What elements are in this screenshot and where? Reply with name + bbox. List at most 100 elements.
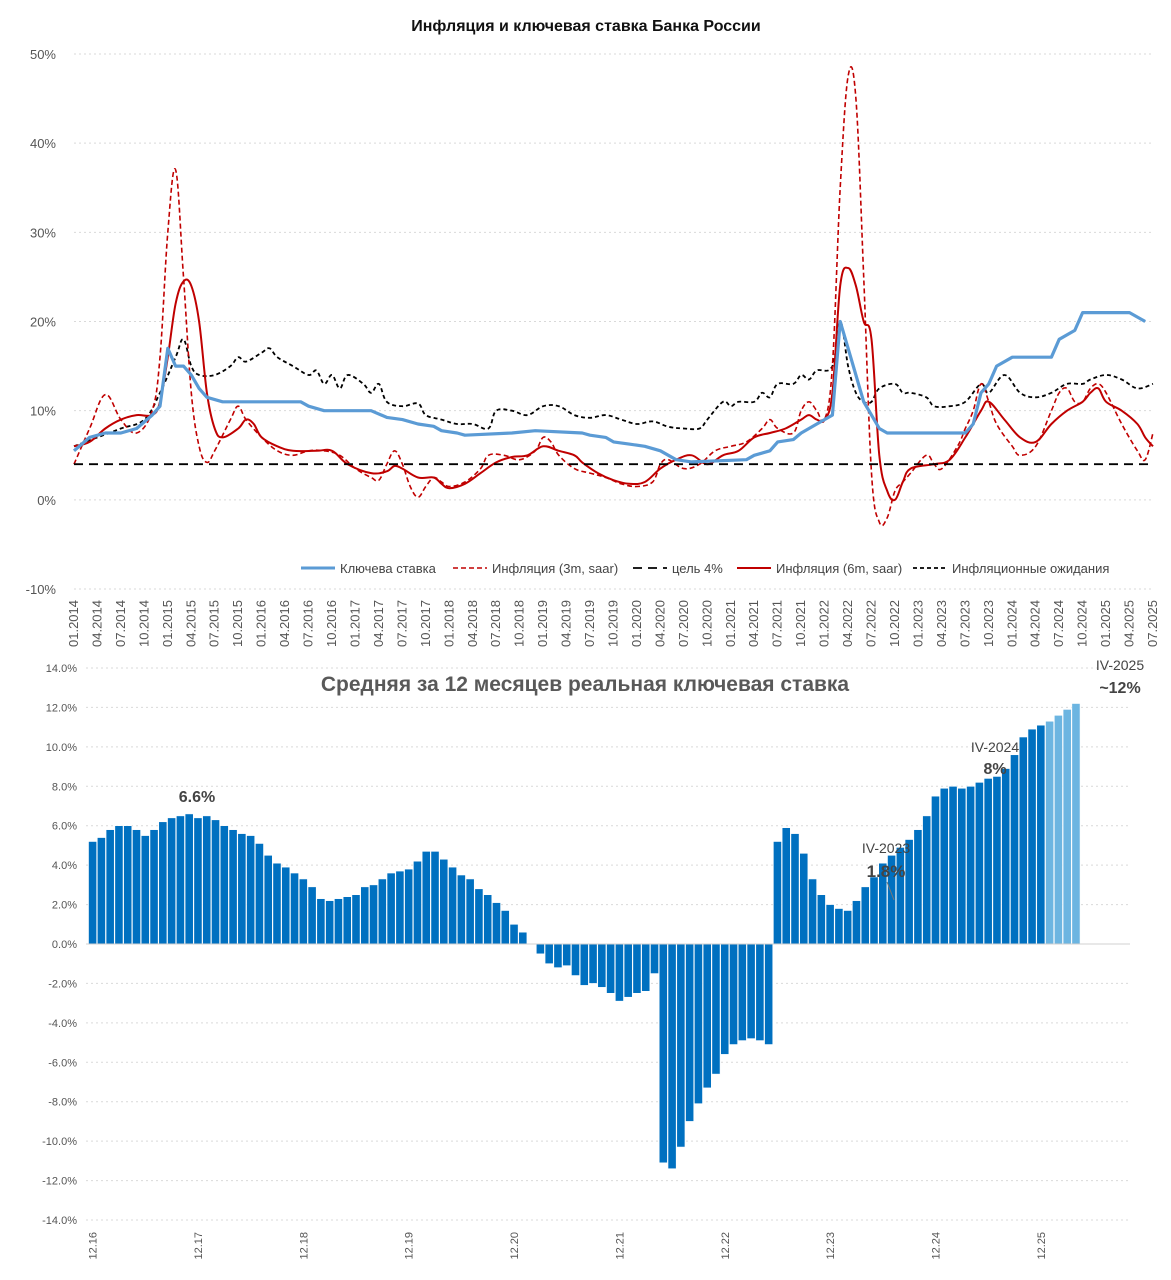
- bar: [667, 943, 677, 1170]
- bar: [948, 785, 958, 945]
- bar: [746, 943, 756, 1039]
- x-tick-label: 01.2016: [254, 600, 269, 647]
- bar: [281, 866, 291, 945]
- x-tick-label: 07.2021: [770, 600, 785, 647]
- annotation-value-2024: 8%: [983, 761, 1006, 778]
- y-tick-label: 40%: [30, 136, 56, 151]
- y-tick-label: -8.0%: [48, 1097, 77, 1109]
- bar: [773, 841, 782, 945]
- bar: [790, 833, 800, 945]
- bar: [632, 943, 642, 994]
- bar: [255, 843, 264, 945]
- bar: [913, 829, 923, 945]
- bar: [272, 862, 282, 945]
- bar: [123, 825, 133, 945]
- bar: [439, 858, 449, 945]
- x-tick-label: 01.2019: [535, 600, 550, 647]
- bar: [597, 943, 607, 988]
- x-tick-label: 01.2024: [1004, 600, 1019, 647]
- bar: [974, 782, 984, 945]
- bar: [614, 943, 624, 1002]
- x-tick-label: 01.2020: [629, 600, 644, 647]
- bar: [579, 943, 589, 986]
- series-line-0: [72, 311, 1146, 464]
- bar: [325, 900, 335, 945]
- inflation-rate-line-chart: Инфляция и ключевая ставка Банка России …: [26, 18, 1160, 647]
- x-tick-label: 10.2018: [512, 600, 527, 647]
- bar: [1045, 720, 1055, 945]
- x-tick-label: 07.2022: [864, 600, 879, 647]
- y-tick-label: -10.0%: [42, 1136, 77, 1148]
- legend-label: Инфляционные ожидания: [952, 561, 1109, 576]
- y-tick-label: 10.0%: [46, 742, 77, 754]
- bar: [957, 787, 967, 945]
- x-tick-label: 01.2017: [347, 600, 362, 647]
- bar: [167, 817, 177, 945]
- x-tick-label: 04.2018: [465, 600, 480, 647]
- bar: [334, 898, 343, 945]
- bar: [702, 943, 712, 1089]
- legend-label: цель 4%: [672, 561, 723, 576]
- x-tick-label: 12.24: [930, 1232, 942, 1260]
- bar: [193, 817, 203, 945]
- bar: [1054, 715, 1063, 945]
- bar: [825, 904, 835, 945]
- x-tick-label: 01.2018: [441, 600, 456, 647]
- bar: [518, 931, 528, 945]
- bar: [219, 825, 229, 945]
- bar: [448, 866, 457, 945]
- bar: [1071, 703, 1081, 945]
- bar: [158, 821, 168, 945]
- y-tick-label: 4.0%: [52, 860, 77, 872]
- bar: [246, 835, 256, 945]
- bar: [571, 943, 580, 976]
- y-tick-label: 30%: [30, 225, 56, 240]
- x-tick-label: 12.25: [1036, 1232, 1048, 1260]
- bar: [1010, 754, 1019, 945]
- bar: [535, 943, 545, 955]
- y-tick-label: 2.0%: [52, 900, 77, 912]
- bar: [404, 868, 414, 945]
- bar: [132, 829, 141, 945]
- bar: [184, 813, 194, 945]
- bar: [1001, 768, 1011, 945]
- bar: [869, 876, 879, 945]
- bar: [492, 902, 501, 945]
- bar: [88, 841, 97, 945]
- bar: [860, 886, 870, 945]
- bar: [263, 854, 273, 945]
- x-tick-label: 10.2017: [418, 600, 433, 647]
- bar: [694, 943, 703, 1104]
- x-tick-label: 07.2020: [676, 600, 691, 647]
- bar: [456, 874, 466, 945]
- x-axis-ticks: 01.2014 04.2014 07.2014 10.2014 01.2015 04.20…: [66, 600, 1160, 647]
- x-tick-label: 04.2017: [371, 600, 386, 647]
- bar: [483, 894, 493, 945]
- bar: [351, 894, 361, 945]
- bar: [474, 888, 484, 945]
- x-tick-label: 04.2014: [89, 600, 104, 647]
- x-tick-label: 04.2015: [183, 600, 198, 647]
- bar: [808, 878, 817, 945]
- x-tick-label: 01.2025: [1098, 600, 1113, 647]
- x-tick-label: 01.2014: [66, 600, 81, 647]
- x-tick-label: 12.23: [825, 1232, 837, 1260]
- x-tick-label: 07.2016: [301, 600, 316, 647]
- bar: [852, 900, 861, 945]
- legend: Ключева ставка Инфляция (3m, saar) цель 4%…: [301, 561, 1109, 576]
- annotation-leader-2023: [886, 881, 895, 901]
- x-tick-label: 07.2018: [488, 600, 503, 647]
- bar: [992, 776, 1002, 945]
- x-tick-label: 10.2016: [324, 600, 339, 647]
- bar: [413, 860, 422, 945]
- bar: [843, 910, 853, 945]
- legend-label: Инфляция (3m, saar): [492, 561, 618, 576]
- x-tick-label: 10.2019: [606, 600, 621, 647]
- bar: [931, 795, 940, 945]
- series-line-4: [73, 320, 1154, 448]
- annotation-label-2024: IV-2024: [971, 739, 1019, 755]
- annotation-value-2025: ~12%: [1099, 680, 1140, 697]
- chart-title: Инфляция и ключевая ставка Банка России: [411, 18, 760, 35]
- gridlines: [86, 667, 1130, 1221]
- bar: [816, 894, 826, 945]
